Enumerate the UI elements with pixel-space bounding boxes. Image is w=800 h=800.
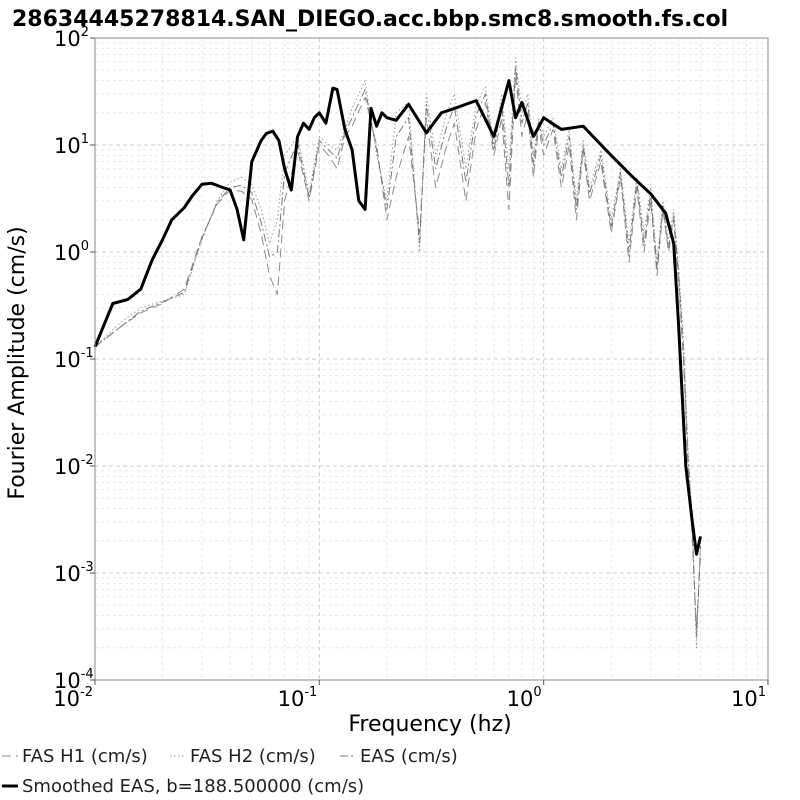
series-line-3 bbox=[94, 65, 701, 638]
x-tick-label: 10-1 bbox=[278, 685, 318, 711]
y-axis-ticks: 10-4 10-3 10-2 10-1 100 101 102 bbox=[54, 25, 95, 693]
series-layer bbox=[93, 57, 702, 649]
series-line-4 bbox=[93, 79, 702, 556]
legend-label-4: Smoothed EAS, b=188.500000 (cm/s) bbox=[22, 776, 364, 797]
legend-label-3: EAS (cm/s) bbox=[360, 746, 458, 767]
x-axis-ticks: 10-2 10-1 100 101 bbox=[53, 680, 769, 711]
y-tick-label: 100 bbox=[54, 239, 89, 265]
legend-label-2: FAS H2 (cm/s) bbox=[190, 746, 316, 767]
y-axis-label: Fourier Amplitude (cm/s) bbox=[5, 226, 30, 499]
chart-title: 28634445278814.SAN_DIEGO.acc.bbp.smc8.sm… bbox=[12, 7, 728, 32]
series-line-1 bbox=[94, 74, 701, 630]
legend-label-1: FAS H1 (cm/s) bbox=[22, 746, 148, 767]
legend: FAS H1 (cm/s) FAS H2 (cm/s) EAS (cm/s) Smoo… bbox=[2, 746, 458, 797]
x-tick-label: 100 bbox=[507, 685, 542, 711]
y-tick-label: 102 bbox=[54, 25, 89, 51]
y-tick-label: 10-1 bbox=[54, 346, 94, 372]
y-tick-label: 101 bbox=[54, 132, 89, 158]
series-line-2 bbox=[94, 57, 701, 649]
x-axis-label: Frequency (hz) bbox=[348, 712, 511, 737]
y-tick-label: 10-3 bbox=[54, 560, 94, 586]
x-tick-label: 10-2 bbox=[53, 685, 93, 711]
y-tick-label: 10-2 bbox=[54, 453, 94, 479]
y-tick-label: 10-4 bbox=[54, 667, 94, 693]
x-tick-label: 101 bbox=[731, 685, 766, 711]
